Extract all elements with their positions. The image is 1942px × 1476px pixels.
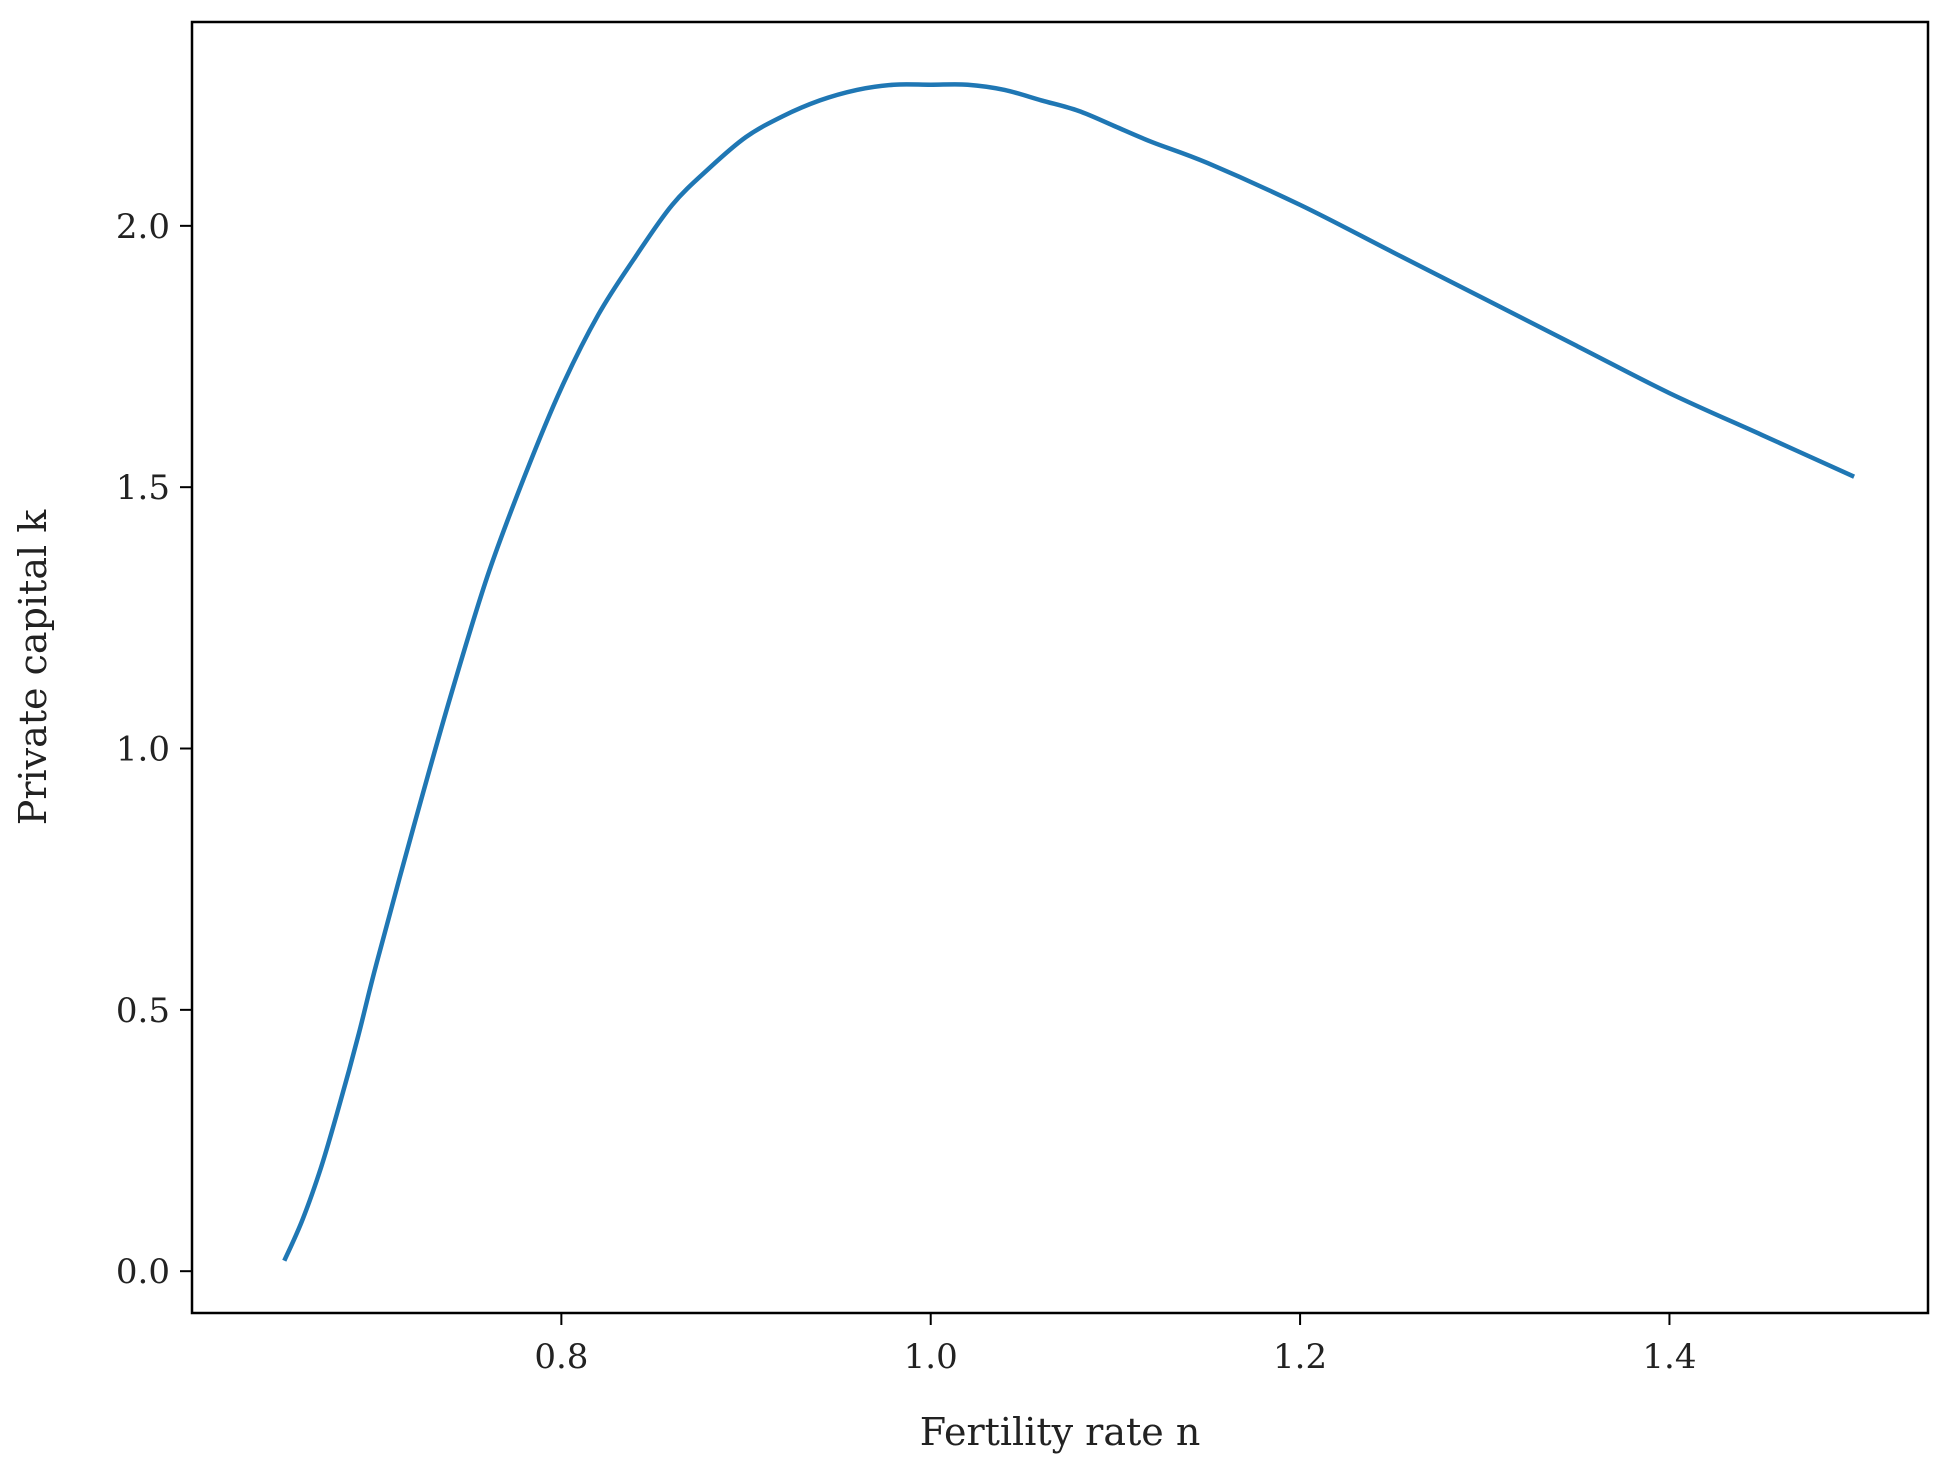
y-tick-label: 1.5 — [116, 468, 170, 508]
series-layer — [282, 82, 1856, 1262]
series-line — [282, 82, 1856, 1262]
y-tick-label: 0.5 — [116, 991, 170, 1031]
plot-area — [190, 20, 1930, 1315]
x-tick-label: 0.8 — [534, 1337, 588, 1377]
y-axis: 0.0 0.5 1.0 1.5 2.0 — [116, 207, 192, 1292]
y-axis-label: Private capital k — [11, 509, 55, 825]
y-tick-label: 2.0 — [116, 207, 170, 247]
x-tick-label: 1.4 — [1642, 1337, 1696, 1377]
x-axis-label: Fertility rate n — [920, 1410, 1201, 1454]
plot-frame — [190, 20, 1930, 1315]
x-tick-label: 1.2 — [1273, 1337, 1327, 1377]
x-tick-label: 1.0 — [904, 1337, 958, 1377]
y-tick-label: 1.0 — [116, 730, 170, 770]
y-tick-label: 0.0 — [116, 1252, 170, 1292]
x-axis: 0.8 1.0 1.2 1.4 — [534, 1313, 1696, 1377]
